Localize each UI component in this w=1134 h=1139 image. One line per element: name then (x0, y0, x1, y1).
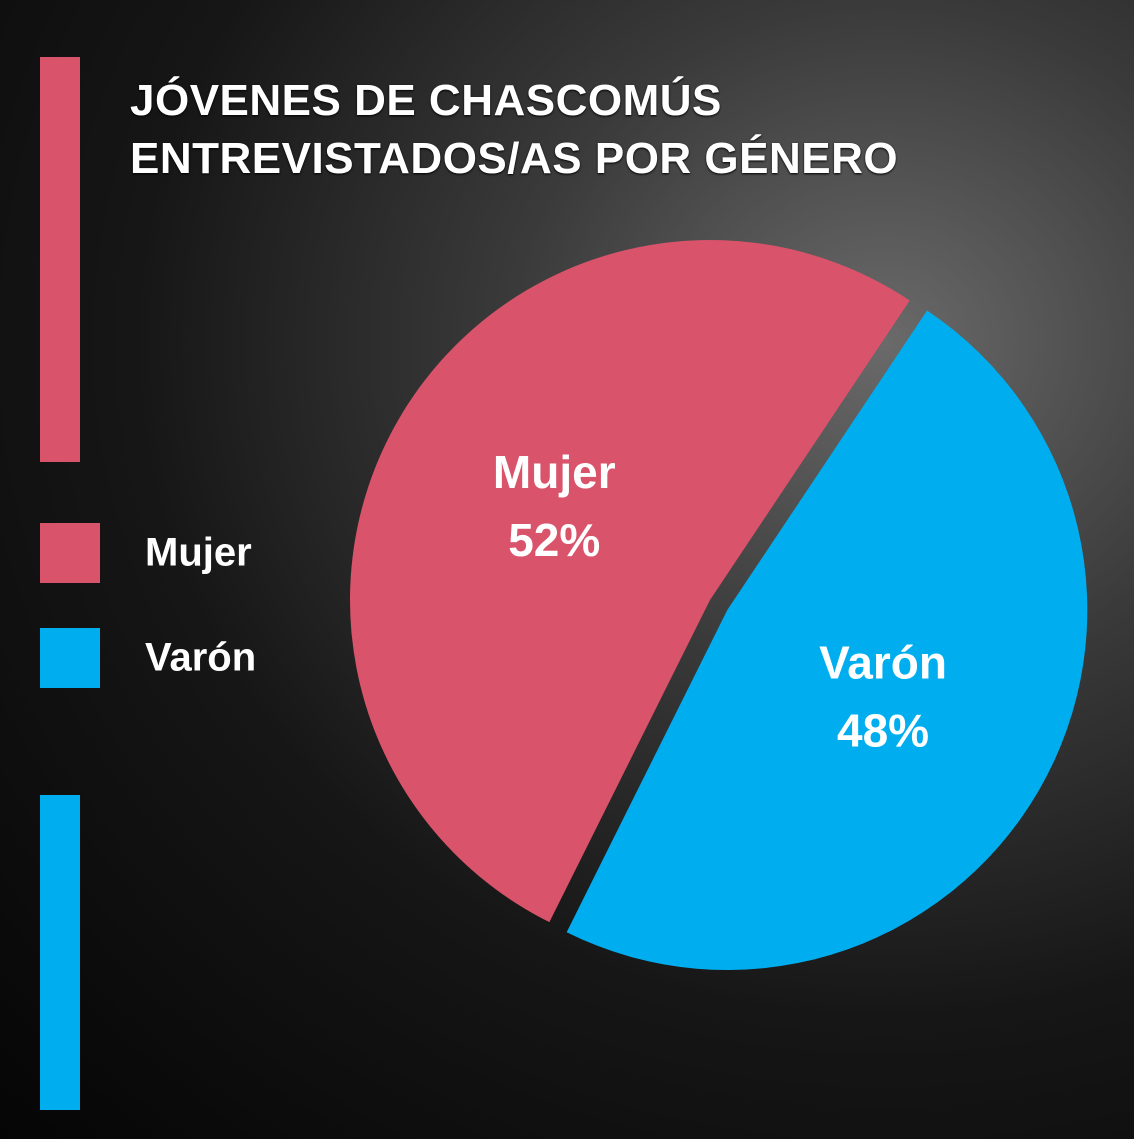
decor-bar (40, 795, 80, 1110)
slice-value-label: 48% (837, 704, 929, 756)
decor-bar (40, 57, 80, 462)
slice-label: Mujer (493, 446, 616, 498)
slice-value-label: 52% (508, 514, 600, 566)
slice-label: Varón (819, 636, 947, 688)
legend-swatch (40, 628, 100, 688)
pie-slice (350, 240, 910, 923)
legend-swatch (40, 523, 100, 583)
legend-label: Varón (145, 636, 256, 680)
chart-title: JÓVENES DE CHASCOMÚS ENTREVISTADOS/AS PO… (130, 76, 899, 183)
legend-label: Mujer (145, 531, 252, 575)
pie-slice (566, 310, 1088, 971)
